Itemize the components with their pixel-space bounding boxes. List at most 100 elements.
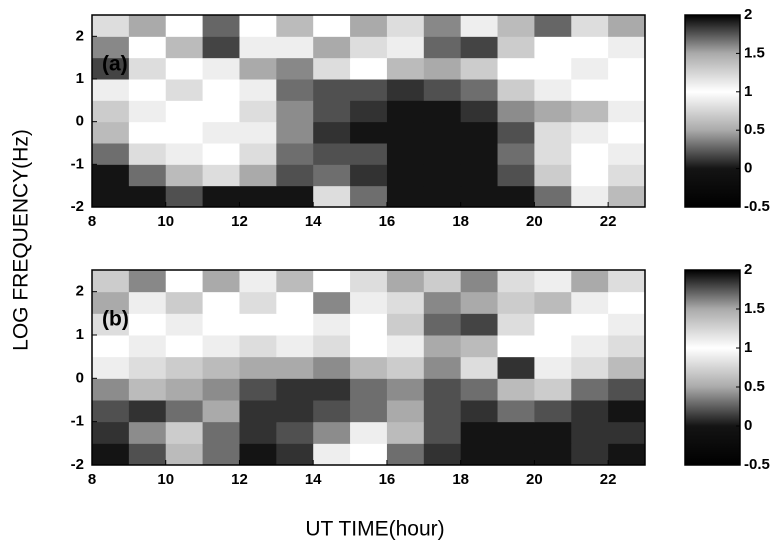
plot-frame <box>91 14 646 208</box>
heatmap-cell <box>202 100 240 123</box>
heatmap-cell <box>276 313 314 336</box>
heatmap-cell <box>571 57 609 80</box>
heatmap-cell <box>497 356 535 379</box>
heatmap-cell <box>534 400 572 423</box>
heatmap-cell <box>165 36 204 59</box>
colorbar-tick-label: 2 <box>744 261 752 278</box>
heatmap-cell <box>571 335 609 358</box>
heatmap-cell <box>571 313 609 336</box>
heatmap-cell <box>165 121 204 144</box>
heatmap-cell <box>423 335 462 358</box>
heatmap-cell <box>350 291 388 314</box>
heatmap-cell <box>534 291 572 314</box>
heatmap-cell <box>497 335 535 358</box>
heatmap-cell <box>276 291 314 314</box>
heatmap-cell <box>202 313 240 336</box>
heatmap-cell <box>386 356 425 379</box>
x-tick-label: 22 <box>600 471 617 488</box>
heatmap-cell <box>165 313 204 336</box>
heatmap-cell <box>608 400 646 423</box>
heatmap-cell <box>571 164 609 187</box>
heatmap-cell <box>423 291 462 314</box>
heatmap-cell <box>350 378 388 401</box>
heatmap-cell <box>128 291 167 314</box>
heatmap-cell <box>165 185 204 208</box>
heatmap-cell <box>534 335 572 358</box>
heatmap-cell <box>239 100 277 123</box>
heatmap-cell <box>276 443 314 466</box>
colorbar-tick-label: 0.5 <box>744 378 765 395</box>
y-tick-label: -1 <box>71 413 84 430</box>
heatmap-cell <box>350 100 388 123</box>
heatmap-cell <box>350 335 388 358</box>
heatmap-cell <box>92 100 130 123</box>
heatmap-cell <box>313 36 351 59</box>
heatmap-cell <box>239 335 277 358</box>
heatmap-cell <box>386 335 425 358</box>
heatmap-cell <box>239 164 277 187</box>
heatmap-cell <box>534 356 572 379</box>
heatmap-cell <box>239 15 277 37</box>
heatmap-cell <box>497 270 535 293</box>
heatmap-cell <box>534 79 572 101</box>
heatmap-cell <box>608 121 646 144</box>
heatmap-cell <box>571 15 609 37</box>
heatmap-cell <box>386 121 425 144</box>
heatmap-cell <box>239 356 277 379</box>
heatmap-cell <box>239 421 277 444</box>
heatmap-cell <box>423 79 462 101</box>
heatmap-cell <box>128 270 167 293</box>
heatmap-cell <box>350 57 388 80</box>
heatmap-cell <box>423 356 462 379</box>
heatmap-cell <box>608 185 646 208</box>
heatmap-cell <box>386 400 425 423</box>
heatmap-cell <box>350 400 388 423</box>
heatmap-cell <box>571 443 609 466</box>
heatmap-cell <box>165 270 204 293</box>
heatmap-cell <box>460 36 499 59</box>
heatmap-cell <box>313 79 351 101</box>
heatmap-cell <box>202 291 240 314</box>
heatmap-cell <box>92 421 130 444</box>
heatmap-cell <box>202 121 240 144</box>
heatmap-cell <box>128 57 167 80</box>
heatmap-cell <box>423 400 462 423</box>
heatmap-cell <box>202 36 240 59</box>
heatmap-cell <box>128 421 167 444</box>
heatmap-cell <box>202 57 240 80</box>
x-tick-label: 10 <box>157 213 174 230</box>
heatmap-cell <box>608 356 646 379</box>
heatmap-cell <box>386 313 425 336</box>
heatmap-cell <box>386 164 425 187</box>
x-tick-label: 20 <box>526 471 543 488</box>
heatmap-cell <box>571 421 609 444</box>
heatmap-cell <box>608 15 646 37</box>
heatmap-cell <box>165 378 204 401</box>
heatmap-cell <box>202 185 240 208</box>
heatmap-cell <box>534 443 572 466</box>
heatmap-cell <box>313 291 351 314</box>
heatmap-cell <box>497 291 535 314</box>
colorbar <box>684 269 741 466</box>
heatmap-cell <box>534 313 572 336</box>
colorbar-tick-label: 0.5 <box>744 121 765 138</box>
heatmap-cell <box>350 421 388 444</box>
heatmap-cell <box>239 291 277 314</box>
heatmap-cell <box>276 164 314 187</box>
heatmap-cell <box>165 100 204 123</box>
heatmap-cell <box>534 15 572 37</box>
heatmap-cell <box>423 36 462 59</box>
x-tick-label: 22 <box>600 213 617 230</box>
heatmap-cell <box>165 335 204 358</box>
heatmap-cell <box>350 15 388 37</box>
heatmap-cell <box>313 100 351 123</box>
heatmap-cell <box>534 378 572 401</box>
heatmap-cell <box>386 421 425 444</box>
heatmap-cell <box>313 270 351 293</box>
heatmap-cell <box>423 100 462 123</box>
heatmap-cell <box>313 15 351 37</box>
x-tick-label: 18 <box>452 471 469 488</box>
heatmap-cell <box>92 313 130 336</box>
panel-label: (a) <box>102 53 128 76</box>
heatmap-cell <box>497 100 535 123</box>
